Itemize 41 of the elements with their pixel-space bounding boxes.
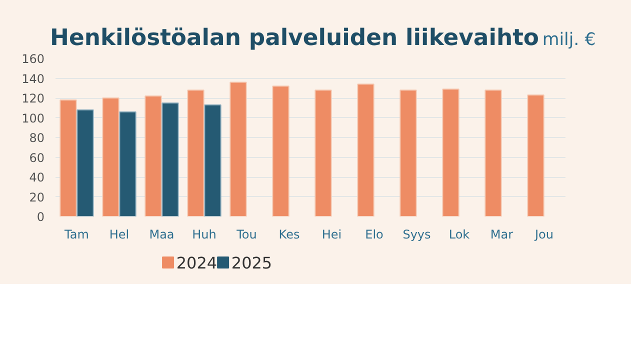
y-tick-label: 160 bbox=[22, 52, 44, 66]
bar bbox=[272, 86, 290, 216]
legend-label: 2025 bbox=[231, 254, 272, 272]
x-tick-label: Maa bbox=[149, 228, 174, 242]
bar bbox=[102, 98, 120, 216]
y-tick-label: 120 bbox=[22, 92, 44, 106]
x-tick-label: Jou bbox=[534, 228, 554, 242]
y-tick-label: 140 bbox=[22, 72, 44, 86]
legend-label: 2024 bbox=[176, 254, 218, 272]
bar bbox=[187, 90, 204, 216]
bar bbox=[76, 109, 94, 216]
y-tick-label: 80 bbox=[29, 131, 45, 145]
bar bbox=[162, 102, 179, 216]
bar bbox=[527, 94, 544, 216]
chart-subtitle: milj. € bbox=[542, 30, 596, 50]
x-tick-label: Lok bbox=[448, 228, 470, 242]
y-tick-label: 0 bbox=[36, 210, 45, 224]
bar bbox=[204, 104, 222, 216]
bar bbox=[484, 90, 502, 216]
bar bbox=[400, 90, 417, 216]
bar bbox=[357, 84, 374, 216]
x-tick-label: Hel bbox=[109, 228, 130, 242]
y-tick-label: 20 bbox=[29, 190, 45, 204]
y-tick-label: 60 bbox=[29, 150, 45, 165]
x-tick-label: Syys bbox=[402, 228, 431, 242]
y-tick-label: 40 bbox=[29, 170, 45, 184]
bar bbox=[230, 82, 247, 216]
y-tick-label: 100 bbox=[22, 111, 44, 126]
x-tick-label: Elo bbox=[365, 228, 384, 242]
bar bbox=[442, 88, 460, 216]
x-tick-label: Tam bbox=[64, 228, 89, 242]
chart-title: Henkilöstöalan palveluiden liikevaihto bbox=[50, 25, 540, 51]
bar bbox=[119, 111, 136, 216]
bar bbox=[60, 99, 77, 216]
x-tick-label: Huh bbox=[192, 228, 216, 242]
x-tick-label: Kes bbox=[278, 228, 300, 242]
x-tick-label: Tou bbox=[236, 228, 257, 242]
x-tick-label: Mar bbox=[490, 228, 514, 242]
x-tick-label: Hei bbox=[322, 228, 342, 242]
bar bbox=[314, 90, 332, 216]
bar bbox=[144, 96, 162, 216]
